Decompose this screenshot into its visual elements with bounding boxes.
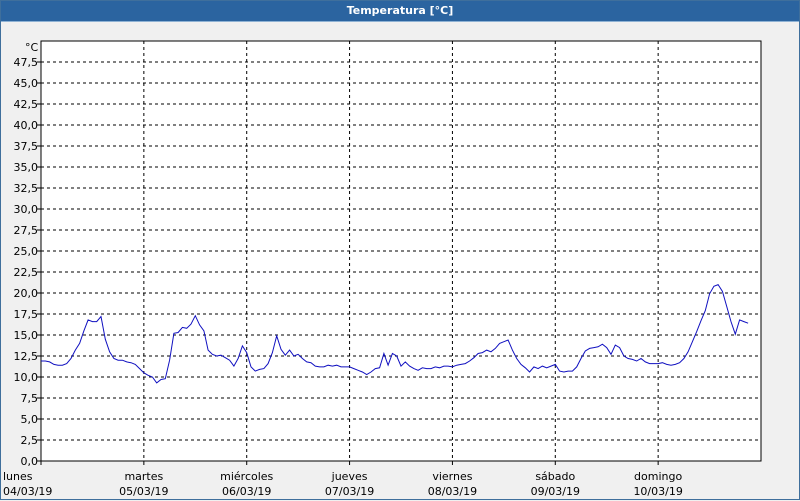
y-axis-ticks: 0,0 2,5 5,0 7,5 10,0 12,5 15,0 17,5 20,0 22,5 25,0…	[14, 56, 41, 468]
x-tick-day-label: lunes	[3, 470, 33, 483]
x-tick-date-label: 06/03/19	[222, 485, 271, 498]
y-tick-label: 7,5	[21, 392, 39, 405]
y-tick-label: 32,5	[14, 182, 39, 195]
x-tick-day-label: sábado	[535, 470, 575, 483]
y-tick-label: 47,5	[14, 56, 39, 69]
y-tick-label: 35,0	[14, 161, 39, 174]
x-tick-day-label: martes	[124, 470, 163, 483]
y-tick-label: 45,0	[14, 77, 39, 90]
y-axis-unit-label: °C	[25, 41, 39, 54]
temperature-line	[41, 283, 749, 384]
y-tick-label: 37,5	[14, 140, 39, 153]
y-tick-label: 22,5	[14, 266, 39, 279]
x-tick-day-label: domingo	[634, 470, 682, 483]
x-axis-ticks: lunes 04/03/19 martes 05/03/19 miércoles 06/0…	[3, 461, 683, 498]
y-tick-label: 27,5	[14, 224, 39, 237]
x-tick-date-label: 05/03/19	[119, 485, 168, 498]
x-tick-date-label: 09/03/19	[531, 485, 580, 498]
y-tick-label: 12,5	[14, 350, 39, 363]
y-tick-label: 20,0	[14, 287, 39, 300]
grid	[41, 41, 761, 461]
x-tick-date-label: 08/03/19	[428, 485, 477, 498]
series	[41, 283, 749, 384]
y-tick-label: 5,0	[21, 413, 39, 426]
y-tick-label: 42,5	[14, 98, 39, 111]
x-tick-day-label: jueves	[331, 470, 368, 483]
window-title: Temperatura [°C]	[1, 1, 799, 22]
y-tick-label: 17,5	[14, 308, 39, 321]
x-tick-date-label: 07/03/19	[325, 485, 374, 498]
y-tick-label: 10,0	[14, 371, 39, 384]
y-tick-label: 30,0	[14, 203, 39, 216]
y-tick-label: 2,5	[21, 434, 39, 447]
y-tick-label: 15,0	[14, 329, 39, 342]
x-tick-day-label: viernes	[432, 470, 472, 483]
x-tick-date-label: 10/03/19	[633, 485, 682, 498]
y-tick-label: 0,0	[21, 455, 39, 468]
x-tick-date-label: 04/03/19	[3, 485, 52, 498]
y-tick-label: 25,0	[14, 245, 39, 258]
y-tick-label: 40,0	[14, 119, 39, 132]
x-tick-day-label: miércoles	[220, 470, 273, 483]
